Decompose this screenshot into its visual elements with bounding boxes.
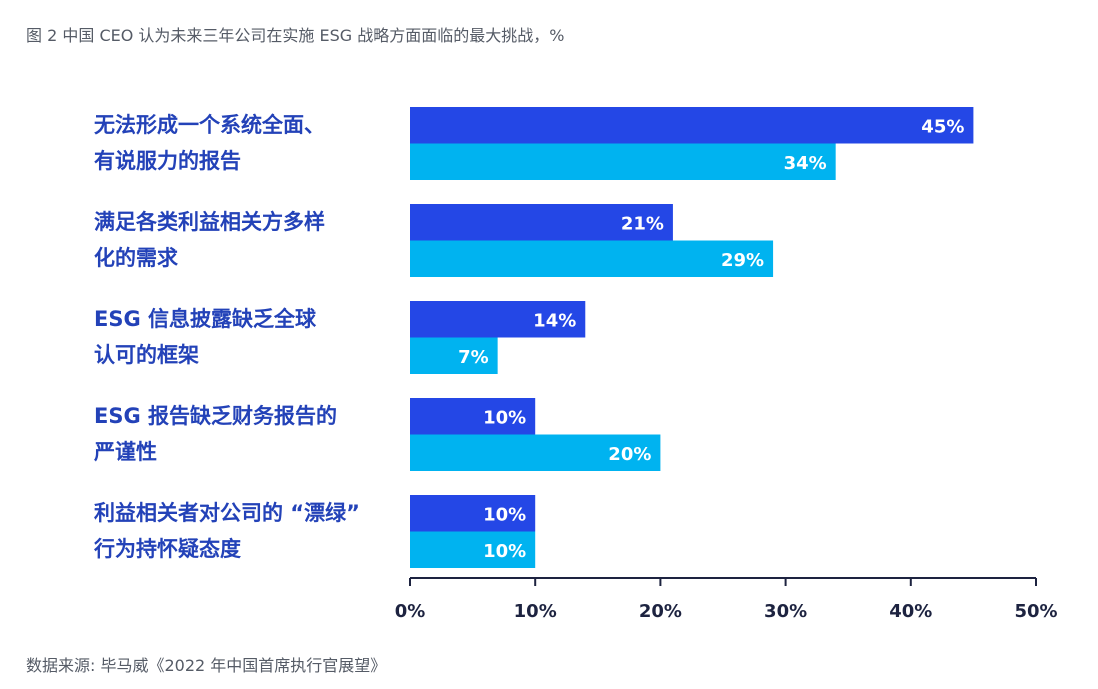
chart-source: 数据来源: 毕马威《2022 年中国首席执行官展望》 — [26, 656, 387, 675]
bar — [410, 495, 536, 532]
x-tick-label: 20% — [639, 601, 682, 622]
category-label: 满足各类利益相关方多样 — [94, 210, 325, 234]
bar — [410, 337, 498, 374]
data-label: 21% — [621, 213, 664, 234]
category-label: 有说服力的报告 — [94, 149, 241, 173]
bar — [410, 398, 536, 435]
category-label: 认可的框架 — [94, 343, 199, 367]
bar — [410, 240, 774, 277]
data-label: 10% — [483, 504, 526, 525]
data-label: 20% — [608, 444, 651, 465]
data-label: 34% — [784, 153, 827, 174]
bar — [410, 143, 836, 180]
bar — [410, 434, 661, 471]
category-label: ESG 信息披露缺乏全球 — [94, 307, 317, 331]
category-label: 无法形成一个系统全面、 — [94, 113, 325, 137]
data-label: 10% — [483, 407, 526, 428]
data-label: 29% — [721, 250, 764, 271]
data-label: 10% — [483, 541, 526, 562]
bar — [410, 107, 974, 144]
category-label: 利益相关者对公司的 “漂绿” — [94, 501, 360, 525]
category-label: 化的需求 — [94, 246, 178, 270]
data-label: 7% — [458, 347, 489, 368]
data-label: 45% — [921, 116, 964, 137]
chart-title: 图 2 中国 CEO 认为未来三年公司在实施 ESG 战略方面面临的最大挑战，% — [26, 26, 565, 45]
x-tick-label: 30% — [764, 601, 807, 622]
bar — [410, 531, 536, 568]
x-tick-label: 40% — [889, 601, 932, 622]
category-label: 行为持怀疑态度 — [93, 537, 241, 561]
x-tick-label: 50% — [1014, 601, 1057, 622]
category-label: 严谨性 — [94, 440, 157, 464]
data-label: 14% — [533, 310, 576, 331]
x-tick-label: 10% — [514, 601, 557, 622]
bar — [410, 204, 673, 241]
bar — [410, 301, 586, 338]
category-label: ESG 报告缺乏财务报告的 — [94, 404, 337, 428]
x-tick-label: 0% — [395, 601, 426, 622]
